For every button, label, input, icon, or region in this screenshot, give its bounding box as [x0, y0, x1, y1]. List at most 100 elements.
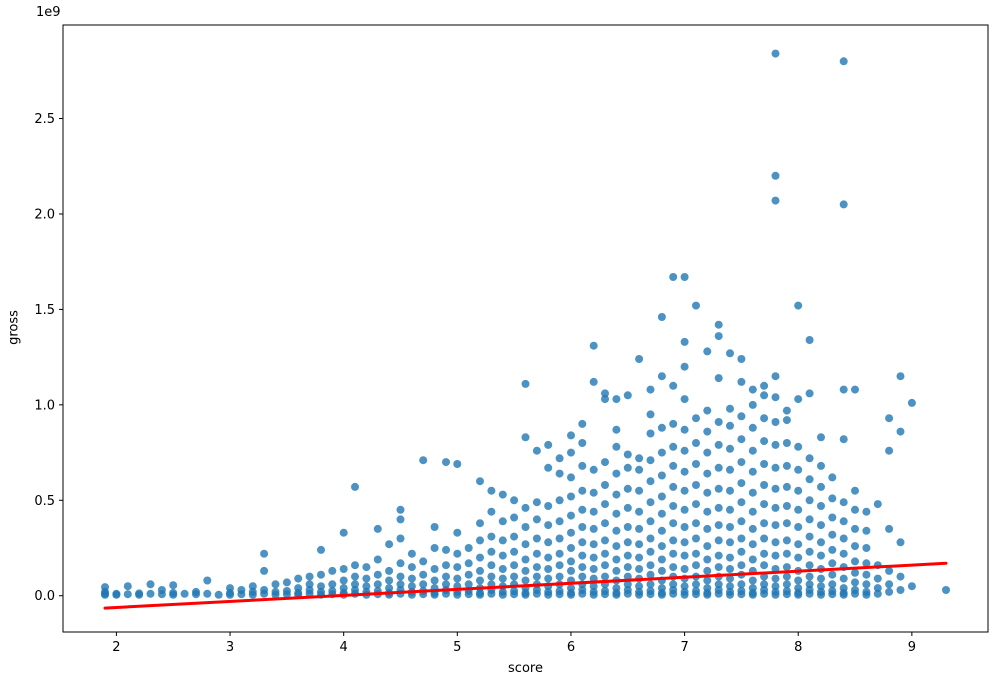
scatter-point — [748, 524, 757, 533]
scatter-point — [612, 425, 621, 434]
scatter-point — [635, 587, 644, 596]
scatter-point — [498, 490, 507, 499]
scatter-point — [748, 576, 757, 585]
scatter-point — [476, 566, 484, 575]
scatter-point — [396, 505, 405, 514]
scatter-point — [782, 502, 791, 510]
scatter-point — [896, 538, 905, 547]
scatter-point — [714, 536, 723, 545]
scatter-point — [771, 484, 780, 493]
scatter-point — [567, 511, 575, 520]
scatter-point — [578, 461, 587, 470]
scatter-point — [680, 551, 689, 560]
scatter-point — [760, 586, 769, 594]
scatter-point — [589, 587, 598, 596]
scatter-point — [760, 500, 769, 509]
scatter-point — [748, 507, 757, 516]
y-axis-label: gross — [6, 310, 22, 345]
scatter-point — [510, 587, 519, 595]
scatter-point — [271, 587, 280, 596]
scatter-point — [805, 572, 814, 581]
scatter-point — [703, 584, 712, 593]
scatter-point — [782, 439, 791, 447]
scatter-point — [601, 549, 609, 558]
scatter-point — [680, 337, 689, 346]
scatter-point — [714, 580, 723, 589]
scatter-point — [385, 584, 394, 593]
scatter-point — [896, 572, 905, 581]
scatter-point — [782, 536, 791, 545]
scatter-point — [907, 398, 916, 407]
scatter-point — [623, 572, 632, 581]
scatter-point — [464, 544, 473, 552]
scatter-point — [817, 433, 825, 442]
scatter-point — [442, 580, 450, 589]
scatter-point — [669, 519, 678, 528]
scatter-point — [703, 507, 712, 516]
axes-spines — [62, 24, 989, 633]
scatter-point — [555, 572, 564, 581]
scatter-point — [487, 561, 496, 570]
scatter-point — [805, 454, 814, 463]
scatter-point — [669, 461, 678, 470]
scatter-point — [782, 519, 791, 528]
scatter-point — [578, 538, 587, 547]
scatter-point — [612, 542, 621, 551]
scatter-point — [692, 439, 700, 447]
scatter-point — [498, 517, 507, 526]
scatter-point — [646, 570, 655, 579]
scatter-point — [544, 565, 553, 573]
scatter-point — [907, 582, 916, 591]
scatter-point — [521, 523, 530, 531]
scatter-point — [862, 570, 871, 579]
x-axis-label: score — [508, 661, 543, 676]
scatter-point — [203, 576, 212, 585]
scatter-point — [623, 523, 632, 531]
scatter-point — [828, 587, 837, 595]
scatter-point — [771, 587, 780, 596]
scatter-point — [498, 587, 507, 596]
scatter-point — [896, 372, 905, 381]
scatter-point — [657, 584, 666, 593]
scatter-point — [442, 561, 450, 570]
scatter-point — [419, 557, 428, 566]
scatter-point — [169, 588, 178, 597]
scatter-point — [521, 503, 530, 512]
scatter-point — [373, 555, 382, 564]
scatter-point — [726, 582, 734, 591]
scatter-point — [544, 463, 553, 472]
scatter-point — [214, 590, 223, 599]
scatter-point — [419, 570, 428, 579]
scatter-point — [635, 486, 644, 495]
scatter-point — [646, 410, 655, 419]
scatter-point — [760, 381, 769, 390]
scatter-point — [555, 549, 564, 558]
scatter-point — [680, 523, 689, 531]
scatter-point — [339, 584, 348, 593]
x-tick-label: 6 — [567, 640, 575, 655]
scatter-point — [669, 586, 678, 594]
scatter-point — [453, 549, 462, 558]
scatter-point — [646, 498, 655, 507]
scatter-point — [714, 463, 723, 472]
scatter-point — [657, 526, 666, 535]
scatter-point — [703, 555, 712, 564]
scatter-point — [271, 580, 280, 589]
scatter-point — [112, 589, 121, 598]
scatter-point — [578, 419, 587, 428]
scatter-point — [714, 320, 723, 329]
scatter-point — [771, 551, 780, 560]
scatter-point — [782, 461, 791, 470]
scatter-point — [726, 553, 734, 562]
scatter-point — [851, 578, 859, 587]
scatter-point — [703, 448, 712, 457]
scatter-point — [521, 433, 530, 442]
scatter-point — [396, 534, 405, 543]
scatter-point — [646, 477, 655, 486]
scatter-point — [555, 587, 564, 595]
scatter-point — [737, 587, 746, 595]
scatter-point — [646, 561, 655, 570]
scatter-point — [453, 460, 462, 468]
scatter-point — [748, 385, 757, 394]
